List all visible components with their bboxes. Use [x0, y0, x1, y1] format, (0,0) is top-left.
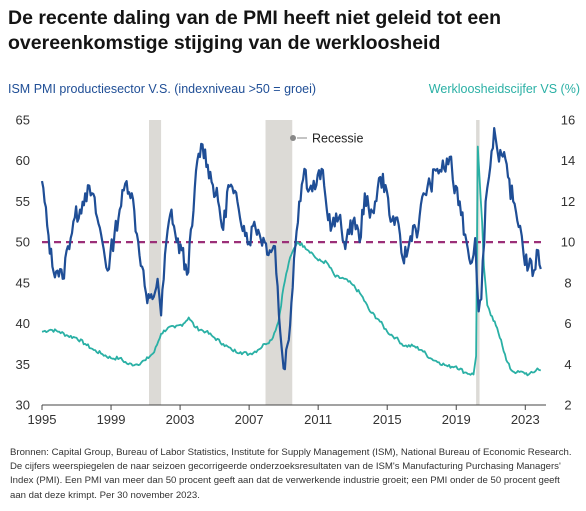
recession-bands	[149, 120, 480, 405]
x-tick-label: 2003	[166, 412, 195, 427]
pmi-line	[40, 127, 542, 371]
right-tick-label: 6	[564, 316, 571, 331]
recession-band	[149, 120, 162, 405]
right-tick-label: 2	[564, 398, 571, 413]
recession-band	[476, 120, 480, 405]
left-tick-label: 65	[16, 113, 30, 128]
right-tick-label: 10	[561, 235, 575, 250]
left-tick-label: 50	[16, 235, 30, 250]
x-tick-label: 2007	[235, 412, 264, 427]
left-tick-label: 40	[16, 316, 30, 331]
right-axis-title: Werkloosheidscijfer VS (%)	[428, 82, 580, 96]
legend: Recessie	[290, 132, 363, 146]
source-note: Bronnen: Capital Group, Bureau of Labor …	[10, 447, 572, 501]
recession-legend-marker	[290, 135, 296, 141]
x-tick-label: 1995	[28, 412, 57, 427]
left-tick-label: 35	[16, 357, 30, 372]
recession-band	[265, 120, 293, 405]
chart-title: De recente daling van de PMI heeft niet …	[8, 7, 502, 54]
chart: 1995 1999 2003 2007 2011 2015 2019 202330354045…	[16, 113, 576, 428]
unemployment-line	[41, 145, 542, 377]
right-tick-label: 12	[561, 194, 575, 209]
recession-legend-label: Recessie	[312, 132, 363, 146]
x-tick-label: 2019	[442, 412, 471, 427]
left-tick-label: 45	[16, 275, 30, 290]
x-tick-label: 2011	[304, 412, 332, 427]
left-tick-label: 30	[16, 398, 30, 413]
right-tick-label: 4	[564, 357, 571, 372]
x-tick-label: 1999	[97, 412, 126, 427]
right-tick-label: 8	[564, 275, 571, 290]
x-tick-label: 2023	[511, 412, 540, 427]
left-tick-label: 60	[16, 153, 30, 168]
left-tick-label: 55	[16, 194, 30, 209]
right-tick-label: 14	[561, 153, 575, 168]
axes: 1995 1999 2003 2007 2011 2015 2019 202330354045…	[16, 113, 576, 428]
left-axis-title: ISM PMI productiesector V.S. (indexnivea…	[8, 82, 317, 96]
right-tick-label: 16	[561, 113, 575, 128]
series-layer	[40, 127, 542, 377]
x-tick-label: 2015	[373, 412, 402, 427]
